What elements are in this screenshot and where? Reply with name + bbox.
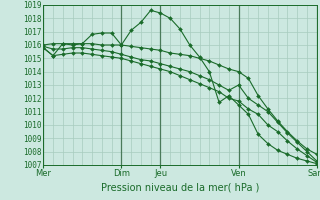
X-axis label: Pression niveau de la mer( hPa ): Pression niveau de la mer( hPa ) [101,182,259,192]
